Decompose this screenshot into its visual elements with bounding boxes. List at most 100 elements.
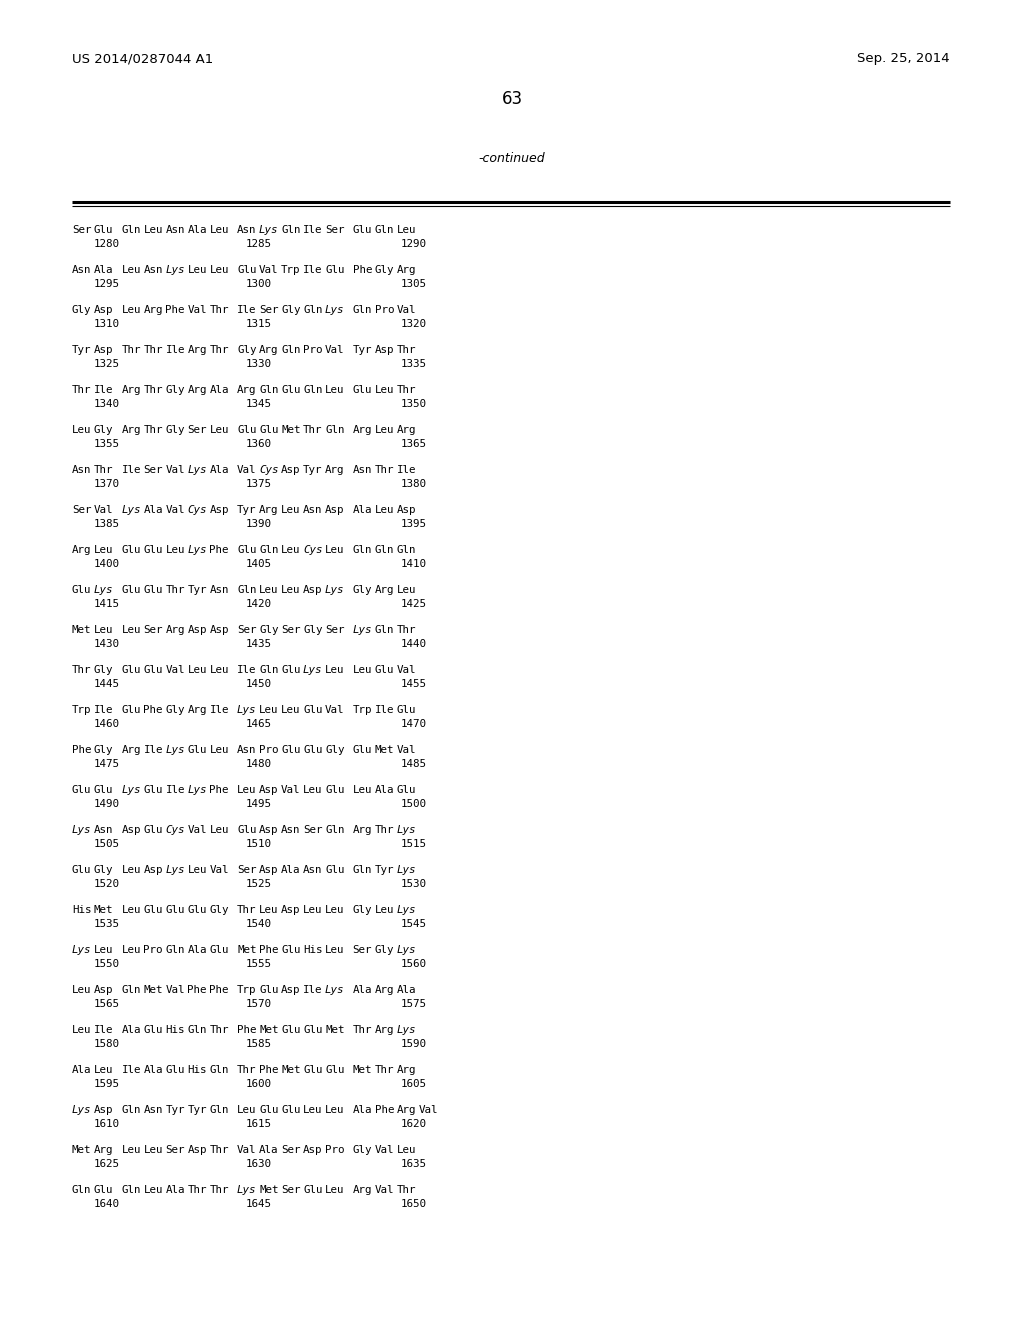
Text: Asn: Asn xyxy=(72,465,91,475)
Text: Leu: Leu xyxy=(72,985,91,995)
Text: 1425: 1425 xyxy=(401,599,427,609)
Text: Glu: Glu xyxy=(281,744,300,755)
Text: Leu: Leu xyxy=(187,265,207,275)
Text: 1310: 1310 xyxy=(94,319,120,329)
Text: Gly: Gly xyxy=(352,1144,372,1155)
Text: 1555: 1555 xyxy=(246,960,272,969)
Text: Leu: Leu xyxy=(210,425,229,436)
Text: Leu: Leu xyxy=(396,224,416,235)
Text: Arg: Arg xyxy=(187,345,207,355)
Text: 1510: 1510 xyxy=(246,840,272,849)
Text: Glu: Glu xyxy=(187,744,207,755)
Text: Phe: Phe xyxy=(259,945,279,954)
Text: Ala: Ala xyxy=(352,985,372,995)
Text: Glu: Glu xyxy=(325,865,344,875)
Text: Leu: Leu xyxy=(72,1026,91,1035)
Text: Leu: Leu xyxy=(303,1105,323,1115)
Text: Arg: Arg xyxy=(122,744,141,755)
Text: Ser: Ser xyxy=(352,945,372,954)
Text: Asn: Asn xyxy=(303,506,323,515)
Text: 1625: 1625 xyxy=(94,1159,120,1170)
Text: 1490: 1490 xyxy=(94,799,120,809)
Text: Asn: Asn xyxy=(143,265,163,275)
Text: 1580: 1580 xyxy=(94,1039,120,1049)
Text: Ile: Ile xyxy=(375,705,394,715)
Text: Glu: Glu xyxy=(259,425,279,436)
Text: Glu: Glu xyxy=(375,665,394,675)
Text: Gln: Gln xyxy=(72,1185,91,1195)
Text: Sep. 25, 2014: Sep. 25, 2014 xyxy=(857,51,950,65)
Text: Val: Val xyxy=(166,665,185,675)
Text: Arg: Arg xyxy=(325,465,344,475)
Text: 1480: 1480 xyxy=(246,759,272,770)
Text: Val: Val xyxy=(259,265,279,275)
Text: Ser: Ser xyxy=(325,224,344,235)
Text: Leu: Leu xyxy=(210,744,229,755)
Text: Glu: Glu xyxy=(72,585,91,595)
Text: Met: Met xyxy=(72,624,91,635)
Text: Leu: Leu xyxy=(94,1065,114,1074)
Text: Lys: Lys xyxy=(187,785,207,795)
Text: Lys: Lys xyxy=(166,865,185,875)
Text: Lys: Lys xyxy=(396,1026,416,1035)
Text: Leu: Leu xyxy=(94,624,114,635)
Text: Arg: Arg xyxy=(72,545,91,554)
Text: Ile: Ile xyxy=(94,1026,114,1035)
Text: Met: Met xyxy=(143,985,163,995)
Text: 1395: 1395 xyxy=(401,519,427,529)
Text: Ala: Ala xyxy=(352,506,372,515)
Text: Ala: Ala xyxy=(210,385,229,395)
Text: Thr: Thr xyxy=(237,906,256,915)
Text: US 2014/0287044 A1: US 2014/0287044 A1 xyxy=(72,51,213,65)
Text: Ser: Ser xyxy=(303,825,323,836)
Text: Lys: Lys xyxy=(396,865,416,875)
Text: Leu: Leu xyxy=(210,224,229,235)
Text: Arg: Arg xyxy=(352,425,372,436)
Text: Lys: Lys xyxy=(325,985,344,995)
Text: Thr: Thr xyxy=(352,1026,372,1035)
Text: 1495: 1495 xyxy=(246,799,272,809)
Text: 1430: 1430 xyxy=(94,639,120,649)
Text: Gln: Gln xyxy=(352,305,372,315)
Text: Thr: Thr xyxy=(375,1065,394,1074)
Text: Glu: Glu xyxy=(325,1065,344,1074)
Text: Cys: Cys xyxy=(303,545,323,554)
Text: 1485: 1485 xyxy=(401,759,427,770)
Text: Leu: Leu xyxy=(396,1144,416,1155)
Text: 1610: 1610 xyxy=(94,1119,120,1129)
Text: Lys: Lys xyxy=(72,1105,91,1115)
Text: 1470: 1470 xyxy=(401,719,427,729)
Text: Tyr: Tyr xyxy=(237,506,256,515)
Text: Lys: Lys xyxy=(237,705,256,715)
Text: 1340: 1340 xyxy=(94,399,120,409)
Text: Glu: Glu xyxy=(303,1026,323,1035)
Text: Glu: Glu xyxy=(143,1026,163,1035)
Text: Lys: Lys xyxy=(72,825,91,836)
Text: Ile: Ile xyxy=(237,305,256,315)
Text: Met: Met xyxy=(237,945,256,954)
Text: Leu: Leu xyxy=(94,945,114,954)
Text: Ile: Ile xyxy=(166,345,185,355)
Text: Glu: Glu xyxy=(94,224,114,235)
Text: Met: Met xyxy=(259,1026,279,1035)
Text: Asp: Asp xyxy=(94,1105,114,1115)
Text: Trp: Trp xyxy=(281,265,300,275)
Text: Ala: Ala xyxy=(143,1065,163,1074)
Text: Thr: Thr xyxy=(396,385,416,395)
Text: Arg: Arg xyxy=(143,305,163,315)
Text: Leu: Leu xyxy=(72,425,91,436)
Text: Leu: Leu xyxy=(325,665,344,675)
Text: 1400: 1400 xyxy=(94,558,120,569)
Text: Ile: Ile xyxy=(122,465,141,475)
Text: Leu: Leu xyxy=(122,1144,141,1155)
Text: Asp: Asp xyxy=(281,906,300,915)
Text: Gly: Gly xyxy=(94,744,114,755)
Text: Gln: Gln xyxy=(325,425,344,436)
Text: Thr: Thr xyxy=(396,345,416,355)
Text: Ala: Ala xyxy=(352,1105,372,1115)
Text: Leu: Leu xyxy=(259,705,279,715)
Text: 1605: 1605 xyxy=(401,1078,427,1089)
Text: Arg: Arg xyxy=(259,345,279,355)
Text: Phe: Phe xyxy=(143,705,163,715)
Text: Gln: Gln xyxy=(303,385,323,395)
